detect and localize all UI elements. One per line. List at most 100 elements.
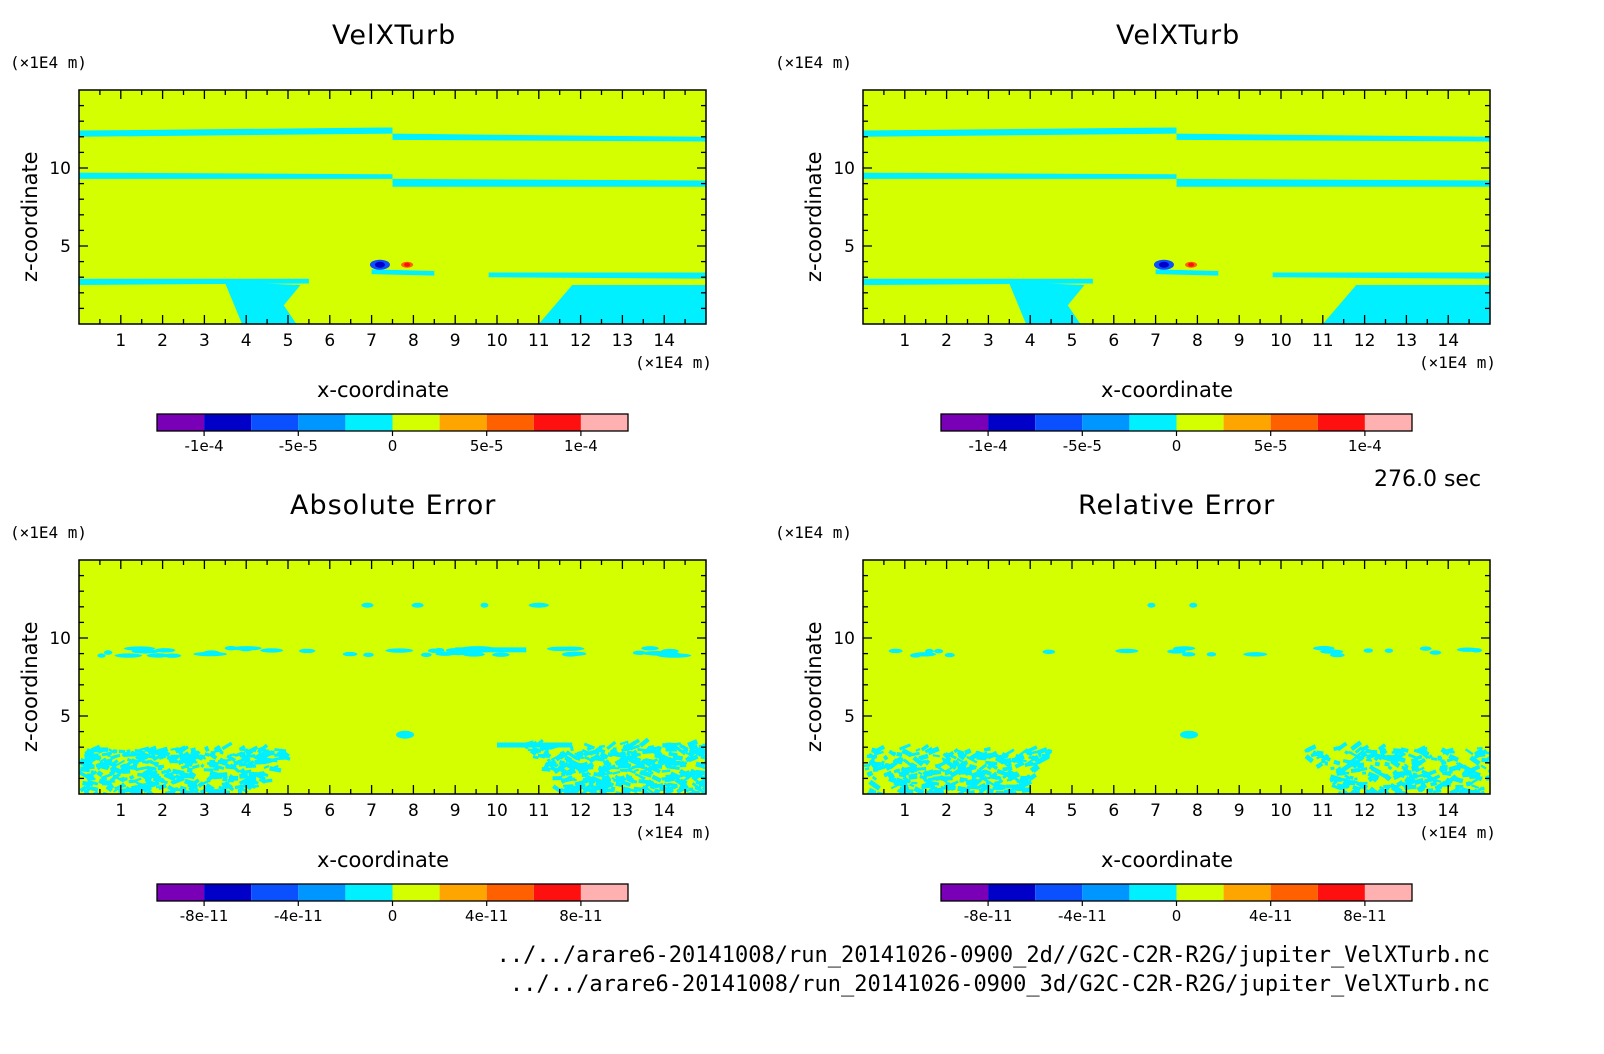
error-speck — [1026, 774, 1035, 780]
error-speck — [909, 768, 918, 774]
error-speck — [679, 763, 687, 768]
error-speck — [866, 770, 874, 778]
error-speck — [976, 756, 987, 761]
error-speck — [153, 773, 159, 779]
error-speck — [1378, 750, 1388, 758]
error-speck — [618, 756, 630, 764]
colorbar-label: -5e-5 — [1063, 437, 1102, 455]
x-tick-label: 4 — [241, 331, 252, 351]
error-speck — [1390, 757, 1399, 766]
error-speck — [1000, 756, 1007, 761]
error-speck — [912, 755, 924, 767]
error-speck — [435, 651, 455, 656]
error-speck — [619, 740, 629, 746]
colorbar-swatch — [439, 414, 487, 431]
plot-area — [79, 560, 706, 794]
error-speck — [213, 764, 225, 770]
error-speck — [676, 787, 684, 794]
error-speck — [263, 778, 273, 784]
error-speck — [112, 774, 118, 779]
x-tick-label: 8 — [1192, 801, 1203, 821]
x-tick-label: 6 — [324, 801, 335, 821]
x-tick-label: 14 — [1437, 801, 1459, 821]
error-speck — [1414, 757, 1427, 768]
x-tick-label: 10 — [486, 801, 508, 821]
error-speck — [189, 753, 201, 762]
error-speck — [973, 778, 982, 787]
error-speck — [1042, 649, 1056, 655]
error-speck — [196, 750, 201, 755]
cyan-band — [79, 127, 393, 137]
error-speck — [1341, 781, 1351, 789]
colorbar-swatch — [486, 884, 534, 901]
colorbar-swatch — [1035, 414, 1083, 431]
error-speck — [625, 742, 634, 751]
error-speck — [1416, 782, 1428, 793]
error-speck — [689, 768, 700, 777]
x-unit-label: (×1E4 m) — [635, 823, 713, 842]
x-tick-label: 9 — [450, 801, 461, 821]
error-speck — [944, 652, 955, 658]
error-speck — [1360, 751, 1368, 759]
error-speck — [1462, 771, 1474, 778]
colorbar-swatch — [298, 884, 346, 901]
error-speck — [254, 759, 265, 765]
error-speck — [97, 747, 109, 752]
colorbar-label: 5e-5 — [470, 437, 504, 455]
error-speck — [542, 751, 552, 758]
plot-area — [79, 90, 706, 324]
error-speck — [207, 773, 217, 781]
error-speck — [1419, 646, 1432, 651]
error-speck — [247, 764, 256, 768]
x-tick-label: 10 — [1270, 331, 1292, 351]
colorbar-label: -5e-5 — [279, 437, 318, 455]
error-speck — [1389, 782, 1401, 793]
x-tick-label: 2 — [157, 801, 168, 821]
error-speck — [1415, 766, 1425, 773]
error-speck — [1400, 747, 1409, 753]
error-speck — [605, 762, 612, 768]
error-speck — [1401, 752, 1406, 757]
error-speck — [983, 746, 991, 752]
colorbar-swatch — [533, 884, 581, 901]
x-tick-label: 14 — [1437, 331, 1459, 351]
error-speck — [933, 648, 944, 654]
error-speck — [1404, 784, 1417, 791]
error-speck — [84, 760, 93, 766]
error-speck — [545, 761, 557, 766]
error-speck — [1012, 754, 1025, 764]
error-speck — [620, 780, 631, 787]
y-tick-label: 10 — [833, 629, 855, 649]
error-speck — [227, 783, 234, 790]
error-speck — [663, 755, 670, 762]
error-speck — [191, 764, 200, 770]
y-unit-label: (×1E4 m) — [10, 53, 88, 72]
error-speck — [601, 782, 613, 791]
error-speck — [908, 751, 920, 758]
x-tick-label: 7 — [366, 801, 377, 821]
error-speck — [885, 762, 895, 771]
cyan-band — [863, 172, 1177, 179]
colorbar-label: 1e-4 — [564, 437, 598, 455]
error-speck — [983, 752, 991, 760]
colorbar-label: 1e-4 — [1348, 437, 1382, 455]
error-speck — [927, 746, 940, 756]
error-speck — [918, 756, 925, 760]
error-speck — [1364, 748, 1376, 755]
colorbar-swatch — [941, 414, 989, 431]
error-speck — [867, 790, 874, 794]
error-speck — [142, 759, 149, 764]
error-speck — [638, 779, 650, 785]
x-tick-label: 12 — [570, 331, 592, 351]
error-speck — [83, 764, 95, 770]
error-speck — [868, 779, 881, 791]
error-speck — [1350, 759, 1359, 767]
error-speck — [976, 772, 983, 777]
x-tick-label: 4 — [1025, 331, 1036, 351]
x-tick-label: 13 — [1396, 331, 1418, 351]
error-speck — [147, 769, 154, 776]
error-speck — [532, 755, 539, 760]
error-speck — [172, 787, 181, 792]
error-speck — [986, 760, 999, 770]
